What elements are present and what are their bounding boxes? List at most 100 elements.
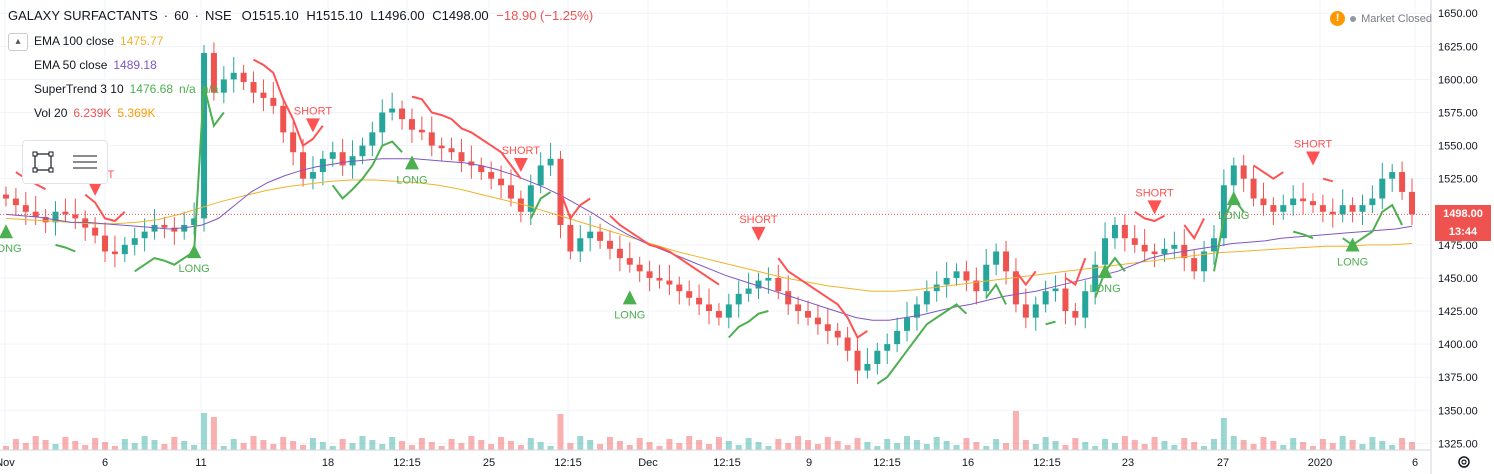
volume-bar xyxy=(785,443,792,450)
candle-body xyxy=(765,277,772,281)
chart-grid xyxy=(0,0,1431,450)
candle-body xyxy=(329,152,336,159)
volume-bar xyxy=(82,445,89,450)
indicator-row[interactable]: SuperTrend 3 10 1476.68 n/a n/a xyxy=(34,77,593,101)
symbol-name[interactable]: GALAXY SURFACTANTS xyxy=(8,8,158,23)
indicator-value: 6.239K xyxy=(73,106,112,120)
candle-body xyxy=(389,108,396,113)
volume-bar xyxy=(1280,445,1287,450)
indicator-row[interactable]: Vol 20 6.239K 5.369K xyxy=(34,101,593,125)
gear-icon[interactable] xyxy=(1456,454,1472,470)
candle-body xyxy=(824,324,831,331)
candle-body xyxy=(745,288,752,294)
candle-body xyxy=(1260,198,1267,206)
warning-icon[interactable]: ! xyxy=(1330,11,1346,26)
candle-body xyxy=(1052,288,1059,292)
candle-body xyxy=(864,363,871,371)
supertrend-segment xyxy=(1134,210,1165,223)
candle-body xyxy=(339,152,346,166)
indicator-name: SuperTrend 3 10 xyxy=(34,82,124,96)
candle-body xyxy=(517,198,524,212)
supertrend-segment xyxy=(559,191,591,221)
volume-bar xyxy=(953,445,960,450)
supertrend-segment xyxy=(1183,217,1205,241)
candle-body xyxy=(1300,198,1307,202)
volume-bar xyxy=(755,442,762,450)
candle-body xyxy=(270,97,277,106)
time-tick-label: 2020 xyxy=(1308,457,1332,469)
price-tick-label: 1425.00 xyxy=(1438,306,1478,318)
time-tick-label: 18 xyxy=(322,457,334,469)
candle-body xyxy=(408,119,415,130)
candle-body xyxy=(814,317,821,325)
candle-body xyxy=(854,350,861,371)
volume-bar xyxy=(458,443,465,450)
settings-list-icon[interactable] xyxy=(71,151,99,173)
candle-body xyxy=(1290,198,1297,206)
candle-body xyxy=(616,248,623,259)
short-signal-label: SHORT xyxy=(502,145,541,157)
volume-bar xyxy=(22,443,29,450)
candle-body xyxy=(1319,205,1326,212)
candle-body xyxy=(240,72,247,83)
volume-bar xyxy=(1409,442,1415,450)
volume-bar xyxy=(943,441,950,450)
candle-body xyxy=(478,165,485,173)
volume-bar xyxy=(1191,442,1198,450)
candle-body xyxy=(428,132,435,146)
long-signal-label: LONG xyxy=(396,174,427,186)
volume-bar xyxy=(399,441,406,450)
price-tick-label: 1550.00 xyxy=(1438,141,1478,153)
volume-bar xyxy=(349,443,356,450)
candle-body xyxy=(844,337,851,351)
short-signal-label: SHORT xyxy=(739,214,778,226)
volume-bar xyxy=(795,436,802,450)
candle-body xyxy=(369,132,376,146)
candle-body xyxy=(1082,291,1089,318)
volume-bar xyxy=(1141,444,1148,450)
candle-body xyxy=(1309,201,1316,206)
volume-bar xyxy=(319,442,326,450)
candle-body xyxy=(1329,211,1336,215)
countdown-label: 13:44 xyxy=(1435,223,1491,242)
indicator-value: 1476.68 xyxy=(129,82,174,96)
time-tick-label: 23 xyxy=(1122,457,1134,469)
volume-bar xyxy=(666,439,673,450)
supertrend-segment xyxy=(1064,257,1087,287)
indicator-value: 1475.77 xyxy=(120,34,164,48)
candle-body xyxy=(656,277,663,281)
candle-body xyxy=(904,317,911,331)
indicator-row[interactable]: EMA 50 close 1489.18 xyxy=(34,53,593,77)
candle-body xyxy=(1210,238,1217,252)
volume-bar xyxy=(250,436,257,450)
volume-bar xyxy=(517,445,524,450)
volume-bar xyxy=(1389,445,1396,450)
volume-bar xyxy=(111,446,118,450)
indicator-value: 5.369K xyxy=(117,106,156,120)
volume-bar xyxy=(686,436,693,450)
interval[interactable]: 60 xyxy=(174,8,189,23)
candle-body xyxy=(1379,178,1386,199)
low-value: L1496.00 xyxy=(370,8,425,23)
volume-bar xyxy=(1171,445,1178,450)
candle-body xyxy=(141,231,148,239)
candle-body xyxy=(1042,291,1049,305)
candle-body xyxy=(1012,271,1019,305)
candle-body xyxy=(1191,258,1198,272)
candle-body xyxy=(715,311,722,318)
long-signal-label: LONG xyxy=(1337,256,1368,268)
candle-body xyxy=(696,297,703,305)
candle-body xyxy=(1369,198,1376,206)
indicator-row[interactable]: EMA 100 close 1475.77 xyxy=(34,29,593,53)
candle-body xyxy=(171,227,178,232)
time-tick-label: 12:15 xyxy=(713,457,741,469)
price-tick-label: 1475.00 xyxy=(1438,240,1478,252)
candle-body xyxy=(111,251,118,255)
select-rectangle-icon[interactable] xyxy=(32,151,54,173)
long-signal-arrow xyxy=(1226,191,1241,206)
candle-body xyxy=(250,82,257,93)
volume-bar xyxy=(844,445,851,450)
volume-bar xyxy=(1003,443,1010,450)
collapse-legend-button[interactable]: ▴ xyxy=(8,33,28,51)
